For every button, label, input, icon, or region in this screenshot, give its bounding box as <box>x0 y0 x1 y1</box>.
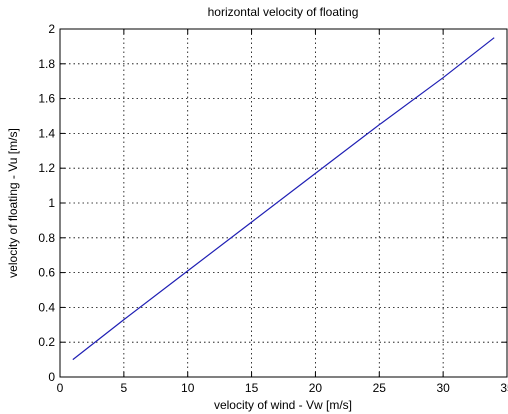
series-layer <box>72 37 495 361</box>
axis-ticks: 0 5 10 15 20 25 30 35 0 0.2 0.4 0.6 0.8 1 1.2 1.4 1.6 1.8… <box>38 22 508 395</box>
plot-area <box>59 28 508 378</box>
y-tick-label: 1 <box>48 196 55 210</box>
x-tick-label: 0 <box>57 381 64 395</box>
x-tick-label: 25 <box>373 381 387 395</box>
x-tick-label: 10 <box>181 381 195 395</box>
series-line <box>72 37 495 361</box>
y-tick-label: 0.2 <box>38 335 55 349</box>
y-tick-label: 1.8 <box>38 57 55 71</box>
y-tick-label: 0.8 <box>38 231 55 245</box>
y-tick-label: 0 <box>48 370 55 384</box>
x-axis-label: velocity of wind - Vw [m/s] <box>214 398 352 412</box>
x-tick-label: 15 <box>245 381 259 395</box>
y-tick-label: 1.2 <box>38 161 55 175</box>
chart-title: horizontal velocity of floating <box>208 5 359 19</box>
x-tick-label: 20 <box>309 381 323 395</box>
x-tick-label: 35 <box>500 381 508 395</box>
y-tick-label: 1.4 <box>38 126 55 140</box>
y-tick-label: 1.6 <box>38 92 55 106</box>
y-tick-label: 2 <box>48 22 55 36</box>
x-tick-label: 5 <box>121 381 128 395</box>
y-axis-label: velocity of floating - Vu [m/s] <box>6 128 20 278</box>
y-tick-label: 0.4 <box>38 300 55 314</box>
x-tick-label: 30 <box>436 381 450 395</box>
y-tick-label: 0.6 <box>38 266 55 280</box>
